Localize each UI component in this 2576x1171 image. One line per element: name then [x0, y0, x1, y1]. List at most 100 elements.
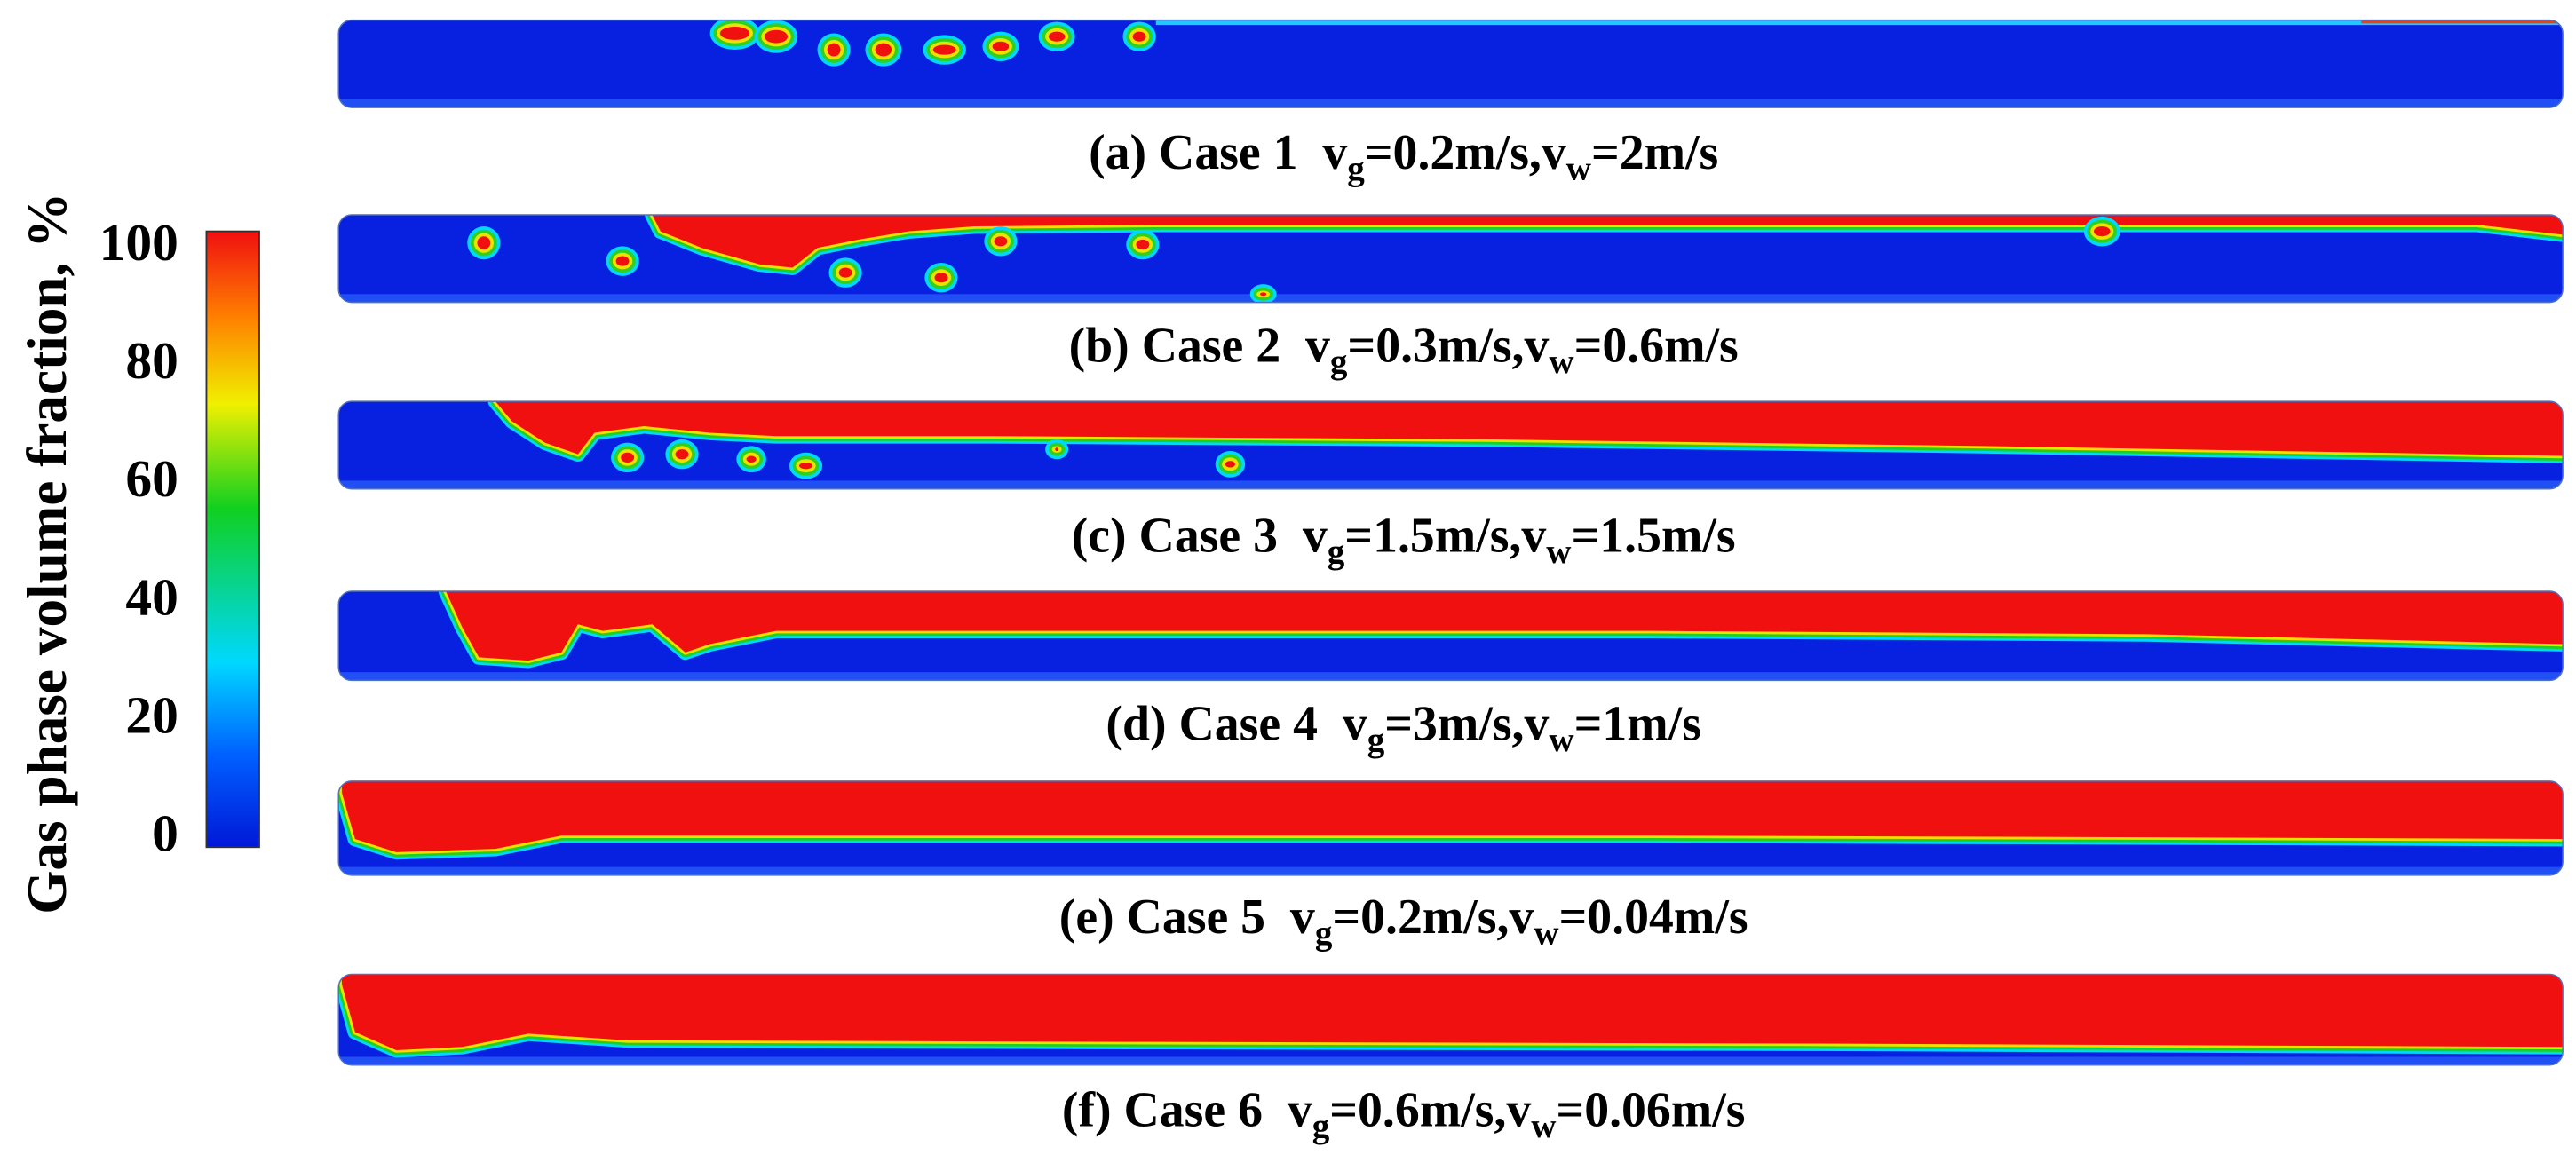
caption-text: (f) Case 6 v: [1062, 1082, 1312, 1137]
bubble: [2093, 226, 2111, 237]
caption-subscript: g: [1330, 343, 1348, 381]
colorbar-tick-label: 40: [125, 567, 178, 626]
wall-shade: [338, 99, 2564, 108]
pipe-contents: [338, 215, 2564, 303]
caption-subscript: g: [1347, 150, 1365, 188]
colorbar: [205, 230, 260, 849]
caption-subscript: g: [1328, 533, 1345, 571]
pipe-outline: [337, 973, 2564, 1066]
pipe-contents: [338, 591, 2564, 681]
pipe: [337, 590, 2564, 682]
caption-text: =0.2m/s,v: [1365, 125, 1566, 180]
caption-text: (b) Case 2 v: [1069, 318, 1330, 373]
bubble: [1259, 292, 1267, 297]
bubble: [1225, 461, 1235, 468]
bubble: [765, 29, 789, 44]
colorbar-tick-label: 0: [152, 804, 178, 863]
wall-shade: [338, 1056, 2564, 1065]
caption-text: (e) Case 5 v: [1059, 890, 1315, 945]
caption-text: =0.3m/s,v: [1347, 318, 1549, 373]
bubble: [875, 43, 892, 57]
gas: [495, 401, 2564, 456]
caption-subscript: w: [1531, 1107, 1556, 1145]
caption-subscript: w: [1549, 343, 1573, 381]
bubble: [477, 236, 491, 250]
liquid: [338, 20, 2564, 108]
pipe-contents: [338, 780, 2564, 875]
caption-subscript: g: [1312, 1107, 1330, 1145]
caption: (e) Case 5 vg=0.2m/s,vw=0.04m/s: [1059, 890, 1748, 953]
pipe-contents: [338, 401, 2564, 489]
caption: (f) Case 6 vg=0.6m/s,vw=0.06m/s: [1062, 1082, 1746, 1145]
caption: (d) Case 4 vg=3m/s,vw=1m/s: [1106, 696, 1700, 759]
bubble: [719, 27, 750, 40]
caption-text: (c) Case 3 v: [1072, 508, 1328, 563]
film: [2361, 20, 2564, 24]
gas: [446, 591, 2564, 661]
gas: [652, 215, 2564, 268]
caption-subscript: w: [1549, 721, 1573, 759]
colorbar-tick-label: 100: [99, 213, 178, 272]
caption-text: (a) Case 1 v: [1089, 125, 1347, 180]
bubble: [827, 43, 841, 57]
bubble: [932, 44, 956, 55]
film: [1155, 20, 2564, 26]
wall-shade: [338, 294, 2564, 303]
pipe-outline: [337, 780, 2564, 876]
pipe: [337, 400, 2564, 490]
caption-text: =1.5m/s,v: [1344, 508, 1546, 563]
bubble: [615, 256, 630, 266]
caption: (a) Case 1 vg=0.2m/s,vw=2m/s: [1089, 125, 1718, 188]
caption-subscript: w: [1534, 914, 1558, 953]
colorbar-tick-label: 60: [125, 449, 178, 508]
bubble: [838, 267, 852, 278]
interface: [339, 974, 2564, 1053]
bubble: [799, 462, 812, 470]
caption-text: =0.06m/s: [1556, 1082, 1745, 1137]
colorbar-label: Gas phase volume fraction, %: [16, 193, 78, 914]
bubble: [1055, 447, 1059, 451]
caption-subscript: g: [1315, 914, 1333, 953]
bubble: [992, 41, 1010, 51]
caption-text: =0.2m/s,v: [1332, 890, 1534, 945]
caption-text: =2m/s: [1591, 125, 1718, 180]
pipe: [337, 19, 2564, 108]
caption-text: =0.04m/s: [1559, 890, 1748, 945]
caption-subscript: w: [1546, 533, 1571, 571]
wall-shade: [338, 480, 2564, 489]
pipe-contents: [338, 20, 2564, 108]
colorbar-tick-label: 20: [125, 685, 178, 744]
bubble: [934, 273, 948, 283]
gas: [341, 974, 2564, 1050]
caption-text: =0.6m/s,v: [1329, 1082, 1531, 1137]
pipe: [337, 780, 2564, 876]
caption: (c) Case 3 vg=1.5m/s,vw=1.5m/s: [1072, 508, 1736, 571]
caption-subscript: g: [1367, 721, 1385, 759]
bubble: [1136, 239, 1150, 250]
caption-text: =3m/s,v: [1384, 696, 1549, 751]
pipe: [337, 973, 2564, 1066]
gas: [341, 780, 2564, 852]
colorbar-tick-label: 80: [125, 331, 178, 390]
caption-subscript: w: [1566, 150, 1591, 188]
pipe-outline: [337, 214, 2564, 304]
caption: (b) Case 2 vg=0.3m/s,vw=0.6m/s: [1069, 318, 1739, 381]
bubble: [994, 236, 1008, 247]
bubble: [1048, 31, 1066, 42]
bubble: [675, 449, 689, 460]
pipe-contents: [338, 974, 2564, 1065]
pipe-outline: [337, 400, 2564, 490]
caption-text: (d) Case 4 v: [1106, 696, 1367, 751]
bubble: [621, 452, 635, 463]
caption-text: =0.6m/s: [1574, 318, 1739, 373]
bubble: [746, 455, 757, 463]
pipe: [337, 214, 2564, 304]
wall-shade: [338, 672, 2564, 681]
wall-shade: [338, 866, 2564, 875]
pipe-outline: [337, 590, 2564, 682]
bubble: [1132, 31, 1146, 42]
pipe-outline: [337, 19, 2564, 108]
caption-text: =1m/s: [1574, 696, 1701, 751]
caption-text: =1.5m/s: [1571, 508, 1735, 563]
